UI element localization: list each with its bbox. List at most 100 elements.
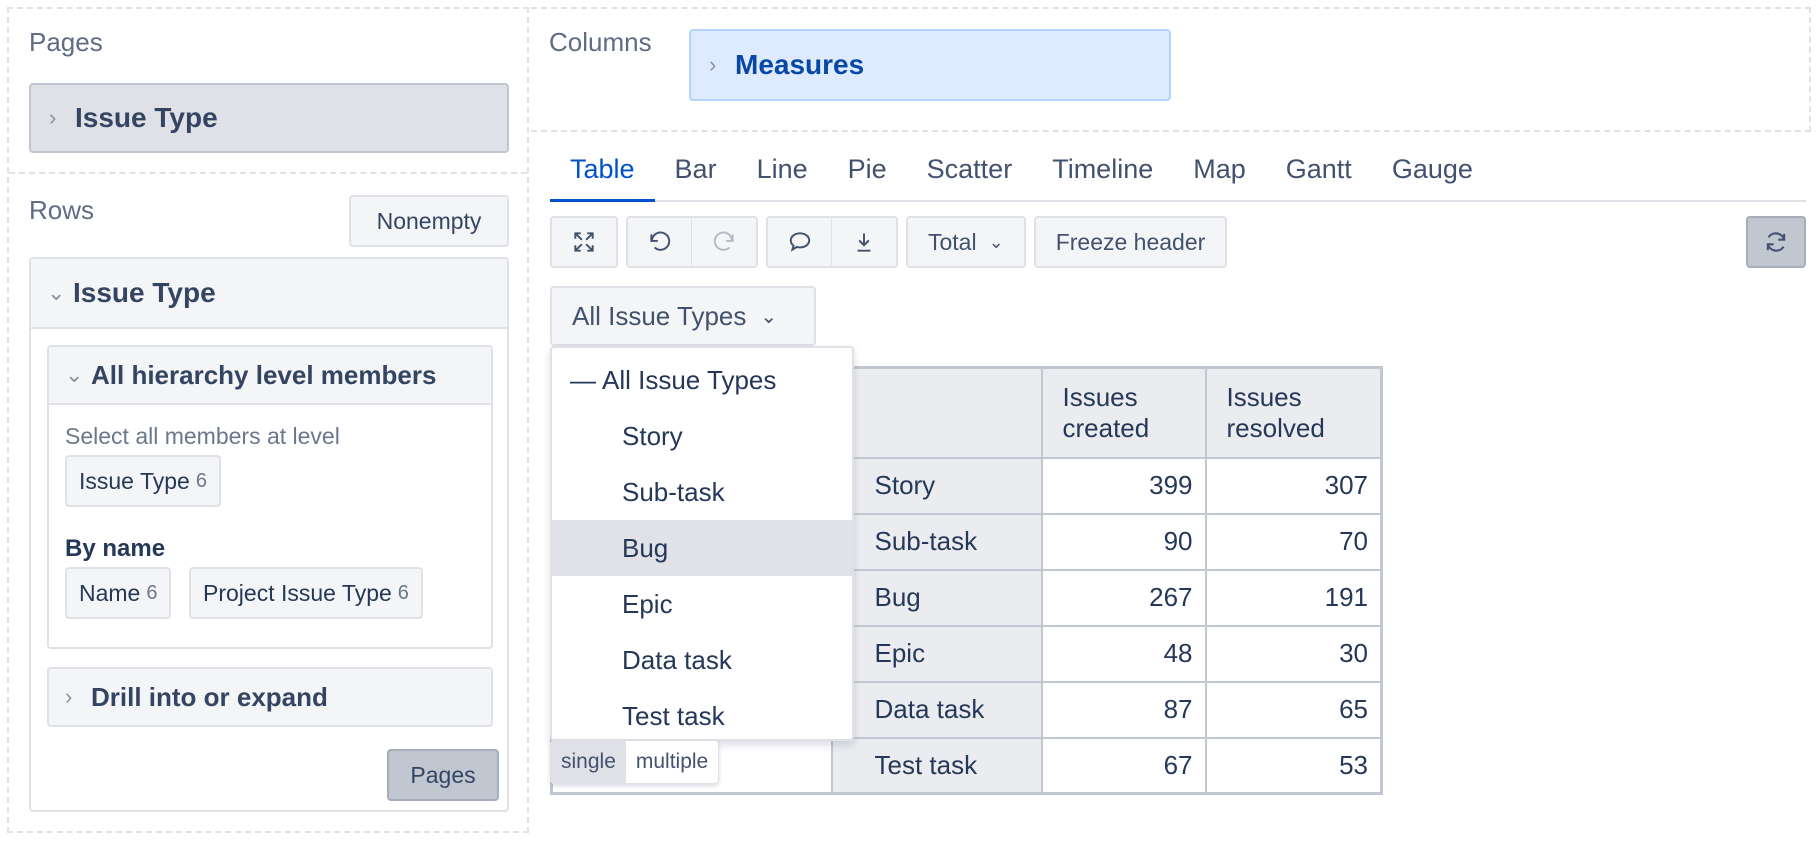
refresh-icon[interactable] [1746, 216, 1806, 268]
comment-download-group [766, 216, 898, 268]
by-name-label: By name [65, 535, 166, 562]
row-header-cell[interactable]: Story [830, 456, 1043, 515]
tab-map[interactable]: Map [1193, 154, 1246, 184]
rows-dimension-box: ⌄ Issue Type ⌄ All hierarchy level membe… [29, 257, 509, 812]
columns-section-title: Columns [549, 27, 652, 57]
dropdown-item-highlighted[interactable]: Bug [552, 520, 852, 576]
rows-dimension-label: Issue Type [73, 277, 216, 308]
select-all-members-text: Select all members at level [65, 423, 340, 449]
chevron-right-icon: › [49, 105, 57, 130]
tab-timeline[interactable]: Timeline [1052, 154, 1154, 184]
section-divider [9, 172, 527, 174]
comment-icon[interactable] [768, 218, 832, 266]
dropdown-item[interactable]: Sub-task [622, 476, 725, 507]
freeze-header-button[interactable]: Freeze header [1033, 216, 1228, 268]
dropdown-item[interactable]: Epic [622, 588, 673, 619]
redo-icon[interactable] [692, 218, 756, 266]
issue-type-dropdown-menu: — All Issue Types Story Sub-task Bug Epi… [550, 346, 854, 741]
name-tag-name[interactable]: Name 6 [65, 567, 172, 619]
name-tag-count: 6 [146, 581, 158, 604]
dropdown-item[interactable]: Data task [622, 644, 732, 675]
expand-icon[interactable] [552, 218, 616, 266]
value-cell: 307 [1204, 456, 1383, 515]
chevron-right-icon: › [709, 52, 717, 77]
header-line: Issues [1062, 381, 1138, 412]
single-mode-option[interactable]: single [551, 741, 626, 783]
left-panel: Pages › Issue Type Rows Nonempty ⌄ Issue… [7, 7, 529, 833]
nonempty-button[interactable]: Nonempty [349, 195, 509, 247]
rows-section-title: Rows [29, 195, 95, 225]
multiple-mode-option[interactable]: multiple [635, 750, 709, 773]
row-header-cell[interactable]: Data task [830, 680, 1043, 739]
value-cell: 67 [1040, 736, 1207, 795]
tab-gauge[interactable]: Gauge [1391, 154, 1473, 184]
tab-line[interactable]: Line [756, 154, 808, 184]
table-row-header-corner [830, 366, 1043, 459]
measures-label: Measures [735, 49, 865, 80]
value-cell: 90 [1040, 512, 1207, 571]
hierarchy-members-box: ⌄ All hierarchy level members Select all… [47, 345, 493, 649]
hierarchy-members-header[interactable]: ⌄ All hierarchy level members [49, 347, 491, 405]
tab-bar[interactable]: Bar [674, 154, 717, 184]
total-dropdown[interactable]: Total ⌄ [906, 216, 1026, 268]
drill-expand-section[interactable]: › Drill into or expand [47, 667, 493, 727]
pages-dimension-chip[interactable]: › Issue Type [29, 83, 509, 153]
view-tabs: Table Bar Line Pie Scatter Timeline Map … [550, 148, 1806, 202]
level-tag-issue-type[interactable]: Issue Type 6 [65, 455, 221, 507]
total-label: Total [928, 228, 977, 255]
table-row: Test task 67 53 [550, 736, 1383, 795]
pages-section-title: Pages [29, 27, 103, 57]
chevron-right-icon: › [65, 684, 73, 709]
chevron-down-icon: ⌄ [47, 280, 66, 305]
column-header-issues-created[interactable]: Issues created [1040, 366, 1207, 459]
column-header-issues-resolved[interactable]: Issues resolved [1204, 366, 1383, 459]
chevron-down-icon: ⌄ [988, 231, 1004, 252]
name-tag-label: Project Issue Type [203, 579, 392, 606]
undo-icon[interactable] [628, 218, 692, 266]
header-line: created [1062, 412, 1150, 443]
tab-pie[interactable]: Pie [847, 154, 887, 184]
value-cell: 267 [1040, 568, 1207, 627]
value-cell: 48 [1040, 624, 1207, 683]
tab-scatter[interactable]: Scatter [926, 154, 1013, 184]
rows-dimension-header[interactable]: ⌄ Issue Type [31, 259, 507, 329]
level-tag-label: Issue Type [79, 467, 190, 494]
fullscreen-group [550, 216, 618, 268]
value-cell: 87 [1040, 680, 1207, 739]
move-to-pages-button[interactable]: Pages [387, 749, 499, 801]
hierarchy-members-label: All hierarchy level members [91, 359, 437, 390]
columns-area: Columns › Measures [531, 7, 1811, 132]
row-header-cell[interactable]: Bug [830, 568, 1043, 627]
toolbar: Total ⌄ Freeze header [550, 216, 1235, 268]
level-tag-count: 6 [195, 469, 207, 492]
name-tag-label: Name [79, 579, 141, 606]
row-header-cell[interactable]: Epic [830, 624, 1043, 683]
dropdown-item-label: All Issue Types [602, 364, 777, 395]
value-cell: 65 [1204, 680, 1383, 739]
chevron-down-icon: ⌄ [65, 362, 84, 387]
measures-dimension-chip[interactable]: › Measures [689, 29, 1171, 101]
dropdown-item-all-issue-types[interactable]: — All Issue Types [552, 352, 852, 408]
dropdown-item[interactable]: Story [622, 420, 683, 451]
filter-selected-label: All Issue Types [572, 300, 747, 331]
header-line: Issues [1226, 381, 1302, 412]
row-header-cell[interactable]: Sub-task [830, 512, 1043, 571]
value-cell: 191 [1204, 568, 1383, 627]
tab-table[interactable]: Table [550, 148, 655, 202]
tab-gantt[interactable]: Gantt [1285, 154, 1352, 184]
collapse-dash-icon: — [570, 364, 596, 395]
pages-dimension-label: Issue Type [75, 102, 218, 133]
selection-mode-toggle: single multiple [550, 740, 720, 784]
row-header-cell[interactable]: Test task [830, 736, 1043, 795]
value-cell: 30 [1204, 624, 1383, 683]
value-cell: 53 [1204, 736, 1383, 795]
value-cell: 70 [1204, 512, 1383, 571]
chevron-down-icon: ⌄ [760, 305, 778, 328]
value-cell: 399 [1040, 456, 1207, 515]
drill-expand-label: Drill into or expand [91, 681, 328, 712]
name-tag-project-issue-type[interactable]: Project Issue Type 6 [189, 567, 423, 619]
undo-redo-group [626, 216, 758, 268]
download-icon[interactable] [832, 218, 896, 266]
dropdown-item[interactable]: Test task [622, 700, 725, 731]
issue-type-filter-dropdown[interactable]: All Issue Types ⌄ [550, 286, 816, 346]
